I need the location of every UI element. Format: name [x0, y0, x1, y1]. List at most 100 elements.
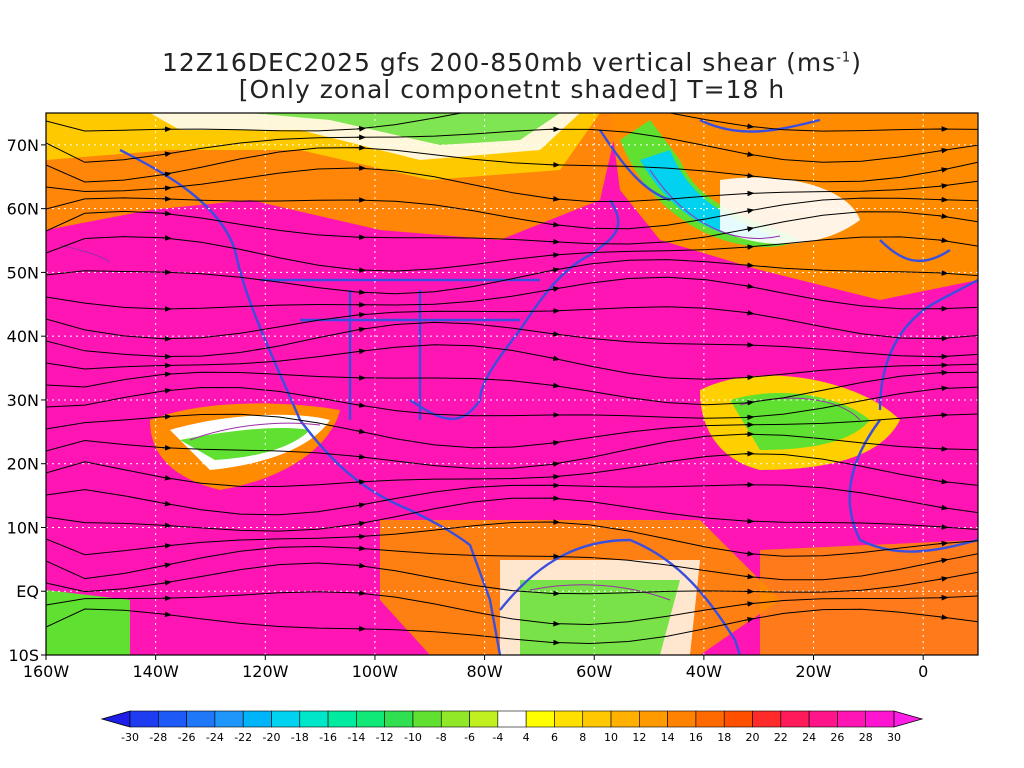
streamline	[46, 167, 978, 203]
colorbar-swatch	[412, 710, 442, 728]
streamline-arrow	[550, 221, 561, 228]
colorbar-label: -30	[121, 731, 139, 744]
streamline-arrow	[744, 310, 755, 316]
colorbar-swatch	[525, 710, 555, 728]
colorbar-label: 26	[830, 731, 844, 744]
streamline	[46, 113, 978, 132]
streamline-arrow	[550, 382, 561, 389]
colorbar-swatch	[299, 710, 329, 728]
streamline-arrow	[744, 226, 755, 232]
colorbar-label: -20	[262, 731, 280, 744]
coastlines	[119, 118, 978, 655]
streamline-arrow	[162, 562, 172, 569]
colorbar: -30 -28 -26 -24 -22 -20 -18 -16 -14 -12 -10 -8 -6 -4 4…	[100, 710, 924, 744]
streamline	[46, 497, 978, 532]
colorbar-max-triangle	[893, 710, 924, 728]
streamline-arrow	[550, 461, 561, 467]
colorbar-swatch	[639, 710, 668, 728]
streamline	[46, 197, 978, 230]
colorbar-label: 28	[859, 731, 873, 744]
shading-east-green	[730, 392, 870, 450]
colorbar-swatch	[837, 710, 867, 728]
streamline	[46, 371, 978, 406]
colorbar-swatch	[780, 710, 810, 728]
lat-lon-grid	[46, 113, 978, 655]
lon-tick-label: 100W	[352, 662, 399, 681]
colorbar-swatch	[469, 710, 499, 728]
streamline-arrow	[162, 171, 172, 178]
streamline-arrow	[939, 614, 949, 620]
map-frame	[45, 112, 979, 656]
chart-subtitle: [Only zonal componetnt shaded] T=18 h	[238, 75, 786, 104]
shading-se-orange	[760, 540, 978, 655]
colorbar-label: 18	[717, 731, 731, 744]
colorbar-label: 8	[579, 731, 586, 744]
lat-tick-label: 10S	[8, 646, 39, 665]
colorbar-label: 6	[551, 731, 558, 744]
streamline-arrow	[356, 428, 367, 434]
lat-tick-label: 50N	[7, 263, 39, 282]
colorbar-label: -14	[347, 731, 365, 744]
colorbar-swatch	[271, 710, 301, 728]
streamline-arrow	[162, 611, 172, 618]
shading-ne-cyan	[640, 150, 780, 240]
lon-tick-label: 60W	[576, 662, 612, 681]
streamline	[46, 562, 978, 595]
streamline-arrow	[356, 502, 367, 509]
streamline	[46, 147, 978, 183]
lat-tick-label: 20N	[7, 455, 39, 474]
lat-tick-label: 70N	[7, 136, 39, 155]
colorbar-label: -10	[404, 731, 422, 744]
colorbar-label: -28	[149, 731, 167, 744]
streamline	[46, 321, 978, 358]
shading-north-green	[250, 113, 560, 145]
colorbar-swatch	[157, 710, 187, 728]
colorbar-label: 22	[774, 731, 788, 744]
streamline-arrow	[939, 237, 949, 244]
streamline	[46, 521, 978, 557]
streamline-arrow	[162, 475, 172, 481]
streamline	[46, 433, 978, 469]
streamline	[46, 210, 978, 245]
streamline-arrow	[550, 331, 561, 337]
streamline-arrow	[744, 573, 755, 580]
streamline	[46, 413, 978, 449]
colorbar-swatch	[723, 710, 753, 728]
colorbar-label: -12	[376, 731, 394, 744]
streamline-arrow	[356, 348, 367, 355]
colorbar-swatch	[440, 710, 470, 728]
colorbar-swatch	[752, 710, 782, 728]
lon-tick-label: 140W	[132, 662, 179, 681]
streamline-arrow	[356, 326, 367, 333]
colorbar-label: 24	[802, 731, 816, 744]
streamline-arrow	[356, 126, 367, 132]
streamline-arrow	[939, 213, 949, 219]
streamline-arrow	[356, 402, 367, 408]
colorbar-label: 10	[604, 731, 618, 744]
colorbar-label: -18	[291, 731, 309, 744]
lat-tick-label: 60N	[7, 200, 39, 219]
streamline	[46, 608, 978, 645]
colorbar-label: -4	[492, 731, 503, 744]
colorbar-swatch	[242, 710, 272, 728]
streamline-arrow	[744, 601, 755, 607]
streamline	[46, 386, 978, 419]
streamline-arrow	[162, 388, 172, 394]
colorbar-swatch	[808, 710, 838, 728]
streamline-arrow	[550, 252, 561, 258]
streamline-arrow	[356, 520, 367, 527]
title-text: 12Z16DEC2025 gfs 200-850mb vertical shea…	[162, 48, 837, 77]
lon-tick-label: 40W	[686, 662, 722, 681]
colorbar-label: 30	[887, 731, 901, 744]
colorbar-swatch	[865, 710, 895, 728]
streamline-arrow	[744, 283, 755, 289]
streamline-arrow	[744, 123, 755, 129]
streamline-arrow	[162, 500, 172, 507]
colorbar-label: -16	[319, 731, 337, 744]
streamline	[46, 128, 978, 163]
lat-tick-label: 10N	[7, 518, 39, 537]
streamline	[46, 453, 978, 488]
streamline-arrow	[939, 557, 949, 564]
streamline-arrow	[744, 616, 755, 623]
